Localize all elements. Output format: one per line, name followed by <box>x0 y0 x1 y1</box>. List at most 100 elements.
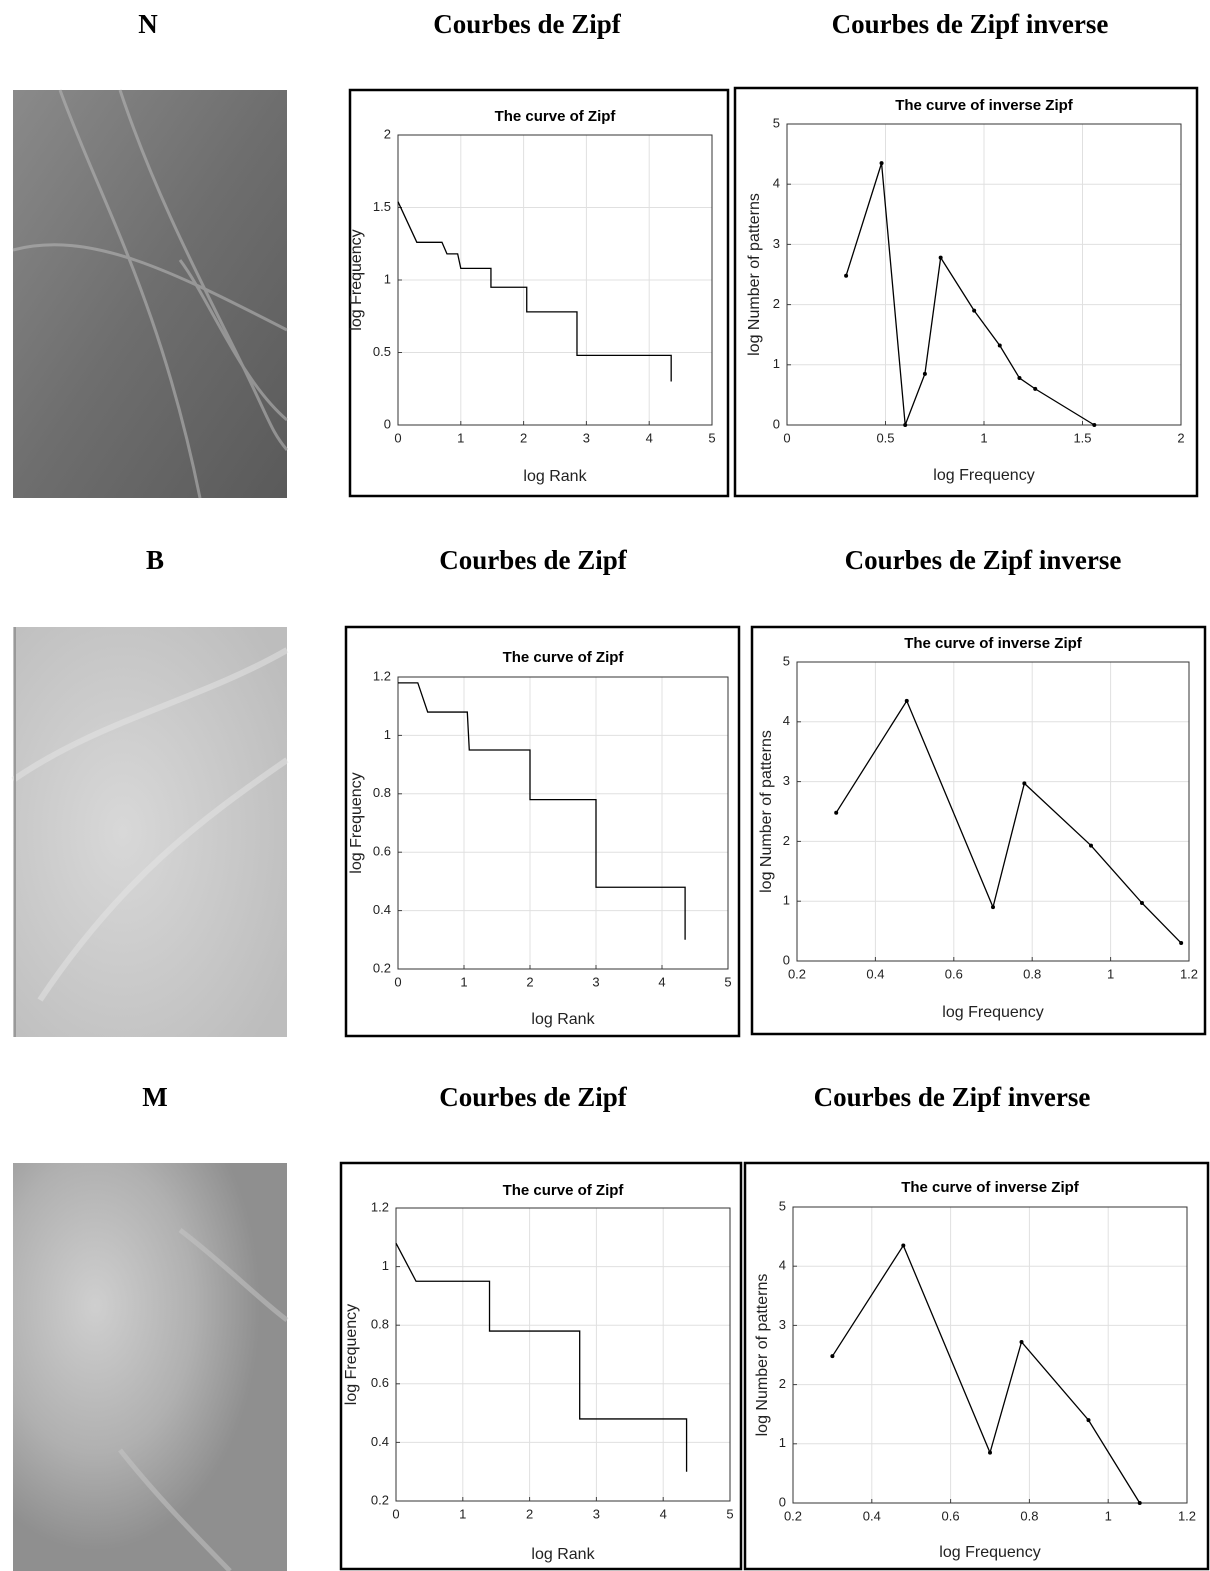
y-tick-label: 4 <box>779 1258 786 1273</box>
x-tick-label: 2 <box>520 430 527 445</box>
y-tick-label: 0 <box>783 952 790 967</box>
data-point <box>1017 376 1022 381</box>
x-tick-label: 0.6 <box>945 966 963 981</box>
y-tick-label: 1 <box>382 1258 389 1273</box>
y-tick-label: 1 <box>783 893 790 908</box>
row-label: N <box>138 9 158 39</box>
x-tick-label: 0 <box>392 1506 399 1521</box>
data-point <box>879 161 884 166</box>
axes-box <box>397 676 729 970</box>
y-tick-label: 0.8 <box>371 1317 389 1332</box>
x-tick-label: 0.6 <box>942 1508 960 1523</box>
data-point <box>1092 423 1097 427</box>
column-heading: Courbes de Zipf <box>433 9 622 39</box>
column-heading: Courbes de Zipf <box>439 545 628 575</box>
y-tick-label: 0.6 <box>373 844 391 859</box>
y-tick-label: 2 <box>783 833 790 848</box>
y-tick-label: 1 <box>773 356 780 371</box>
x-tick-label: 1 <box>1107 966 1114 981</box>
x-tick-label: 3 <box>592 974 599 989</box>
chart-title: The curve of Zipf <box>503 649 625 666</box>
data-point <box>1086 1418 1091 1423</box>
data-point <box>1139 900 1144 905</box>
x-tick-label: 0.8 <box>1020 1508 1038 1523</box>
plot-area <box>797 662 1189 961</box>
y-axis-label: log Number of patterns <box>746 193 763 356</box>
axes-box <box>786 123 1182 426</box>
y-tick-label: 0 <box>384 416 391 431</box>
y-tick-label: 4 <box>773 176 780 191</box>
chart-title: The curve of Zipf <box>503 1182 625 1199</box>
y-tick-label: 0.8 <box>373 785 391 800</box>
axes-box <box>397 134 713 426</box>
y-tick-label: 0.2 <box>373 960 391 975</box>
x-tick-label: 0 <box>783 430 790 445</box>
x-tick-label: 3 <box>583 430 590 445</box>
x-axis-label: log Frequency <box>939 1544 1040 1561</box>
data-point <box>991 905 995 910</box>
chart: 0 1 2 3 4 5 0 0.5 1 1.5 2 The curve of Zipf log Rank… <box>348 88 730 498</box>
y-tick-label: 1.5 <box>373 199 391 214</box>
x-tick-label: 2 <box>526 974 533 989</box>
y-tick-label: 5 <box>773 115 780 130</box>
y-tick-label: 0 <box>779 1494 786 1509</box>
plot-area <box>396 1208 730 1501</box>
data-point <box>988 1450 992 1455</box>
y-tick-label: 5 <box>783 653 790 668</box>
plot-area <box>398 677 728 969</box>
y-tick-label: 0.4 <box>371 1434 389 1449</box>
chart: 0 0.5 1 1.5 2 0 1 2 3 4 5 The curve of inverse Zipf… <box>733 86 1199 498</box>
y-tick-label: 1 <box>384 727 391 742</box>
data-point <box>1019 1339 1024 1344</box>
x-tick-label: 1.2 <box>1180 966 1198 981</box>
data-point <box>904 698 909 703</box>
chart: 0.2 0.4 0.6 0.8 1 1.2 0 1 2 3 4 5 The curve of inver… <box>743 1161 1210 1571</box>
y-tick-label: 2 <box>773 296 780 311</box>
column-heading: Courbes de Zipf inverse <box>845 545 1122 575</box>
y-tick-label: 1 <box>779 1435 786 1450</box>
data-line <box>845 162 1095 426</box>
x-axis-label: log Rank <box>531 1546 595 1563</box>
column-heading: Courbes de Zipf inverse <box>832 9 1109 39</box>
column-heading: Courbes de Zipf inverse <box>814 1082 1091 1112</box>
data-point <box>1022 781 1027 786</box>
axes-box <box>792 1206 1188 1504</box>
x-tick-label: 3 <box>593 1506 600 1521</box>
data-point <box>844 273 849 278</box>
x-tick-label: 1 <box>457 430 464 445</box>
y-tick-label: 0.4 <box>373 902 391 917</box>
data-point <box>1179 941 1184 946</box>
x-tick-label: 1 <box>1105 1508 1112 1523</box>
x-tick-label: 1 <box>459 1506 466 1521</box>
x-tick-label: 1 <box>460 974 467 989</box>
x-tick-label: 5 <box>724 974 731 989</box>
x-axis-label: log Rank <box>531 1011 595 1028</box>
x-tick-label: 0.5 <box>876 430 894 445</box>
data-point <box>903 423 908 427</box>
x-tick-label: 0.4 <box>863 1508 881 1523</box>
y-tick-label: 4 <box>783 713 790 728</box>
chart-title: The curve of Zipf <box>495 108 617 125</box>
y-tick-label: 0.6 <box>371 1375 389 1390</box>
x-tick-label: 0 <box>394 974 401 989</box>
y-tick-label: 2 <box>384 126 391 141</box>
image-m <box>13 1163 289 1571</box>
data-point <box>901 1243 906 1248</box>
x-tick-label: 0.8 <box>1023 966 1041 981</box>
x-tick-label: 0.4 <box>866 966 884 981</box>
x-tick-label: 5 <box>726 1506 733 1521</box>
data-point <box>972 308 977 313</box>
plot-area <box>793 1207 1187 1503</box>
x-tick-label: 0.2 <box>788 966 806 981</box>
y-tick-label: 5 <box>779 1198 786 1213</box>
y-axis-label: log Frequency <box>348 772 365 873</box>
y-axis-label: log Number of patterns <box>754 1274 771 1437</box>
axes-box <box>796 661 1190 962</box>
data-point <box>922 371 927 376</box>
chart-title: The curve of inverse Zipf <box>904 635 1083 652</box>
image-b <box>11 627 289 1037</box>
data-point <box>1033 386 1038 391</box>
x-tick-label: 4 <box>658 974 665 989</box>
x-axis-label: log Frequency <box>942 1004 1043 1021</box>
y-axis-label: log Number of patterns <box>758 730 775 893</box>
